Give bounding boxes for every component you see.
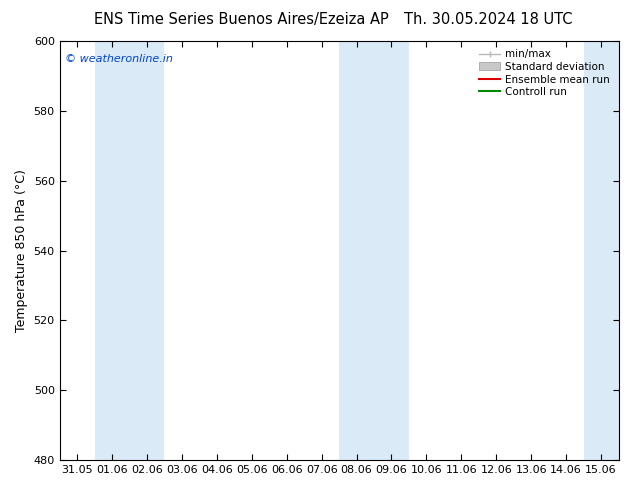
Bar	[339, 41, 409, 460]
Legend: min/max, Standard deviation, Ensemble mean run, Controll run: min/max, Standard deviation, Ensemble me…	[476, 46, 613, 100]
Y-axis label: Temperature 850 hPa (°C): Temperature 850 hPa (°C)	[15, 169, 28, 332]
Text: © weatheronline.in: © weatheronline.in	[65, 53, 173, 64]
Text: Th. 30.05.2024 18 UTC: Th. 30.05.2024 18 UTC	[404, 12, 573, 27]
Bar	[94, 41, 164, 460]
Bar	[584, 41, 619, 460]
Text: ENS Time Series Buenos Aires/Ezeiza AP: ENS Time Series Buenos Aires/Ezeiza AP	[94, 12, 388, 27]
